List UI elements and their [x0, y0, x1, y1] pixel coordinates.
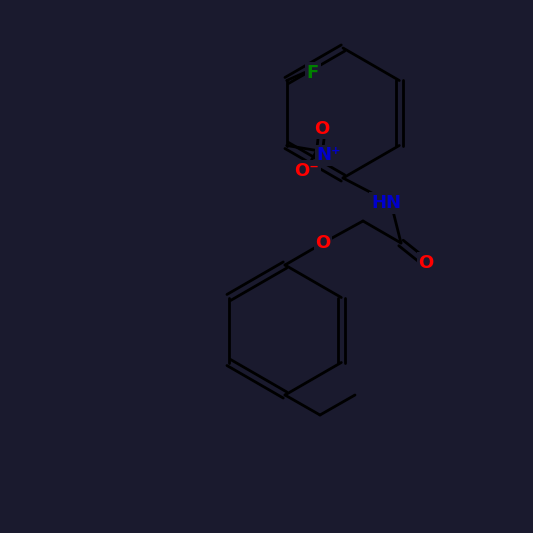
Text: O: O [316, 234, 330, 252]
Text: N⁺: N⁺ [317, 147, 341, 165]
Text: O⁻: O⁻ [294, 161, 319, 180]
Text: HN: HN [371, 194, 401, 212]
Text: O: O [418, 254, 434, 272]
Text: F: F [306, 63, 319, 82]
Text: O: O [314, 119, 329, 138]
